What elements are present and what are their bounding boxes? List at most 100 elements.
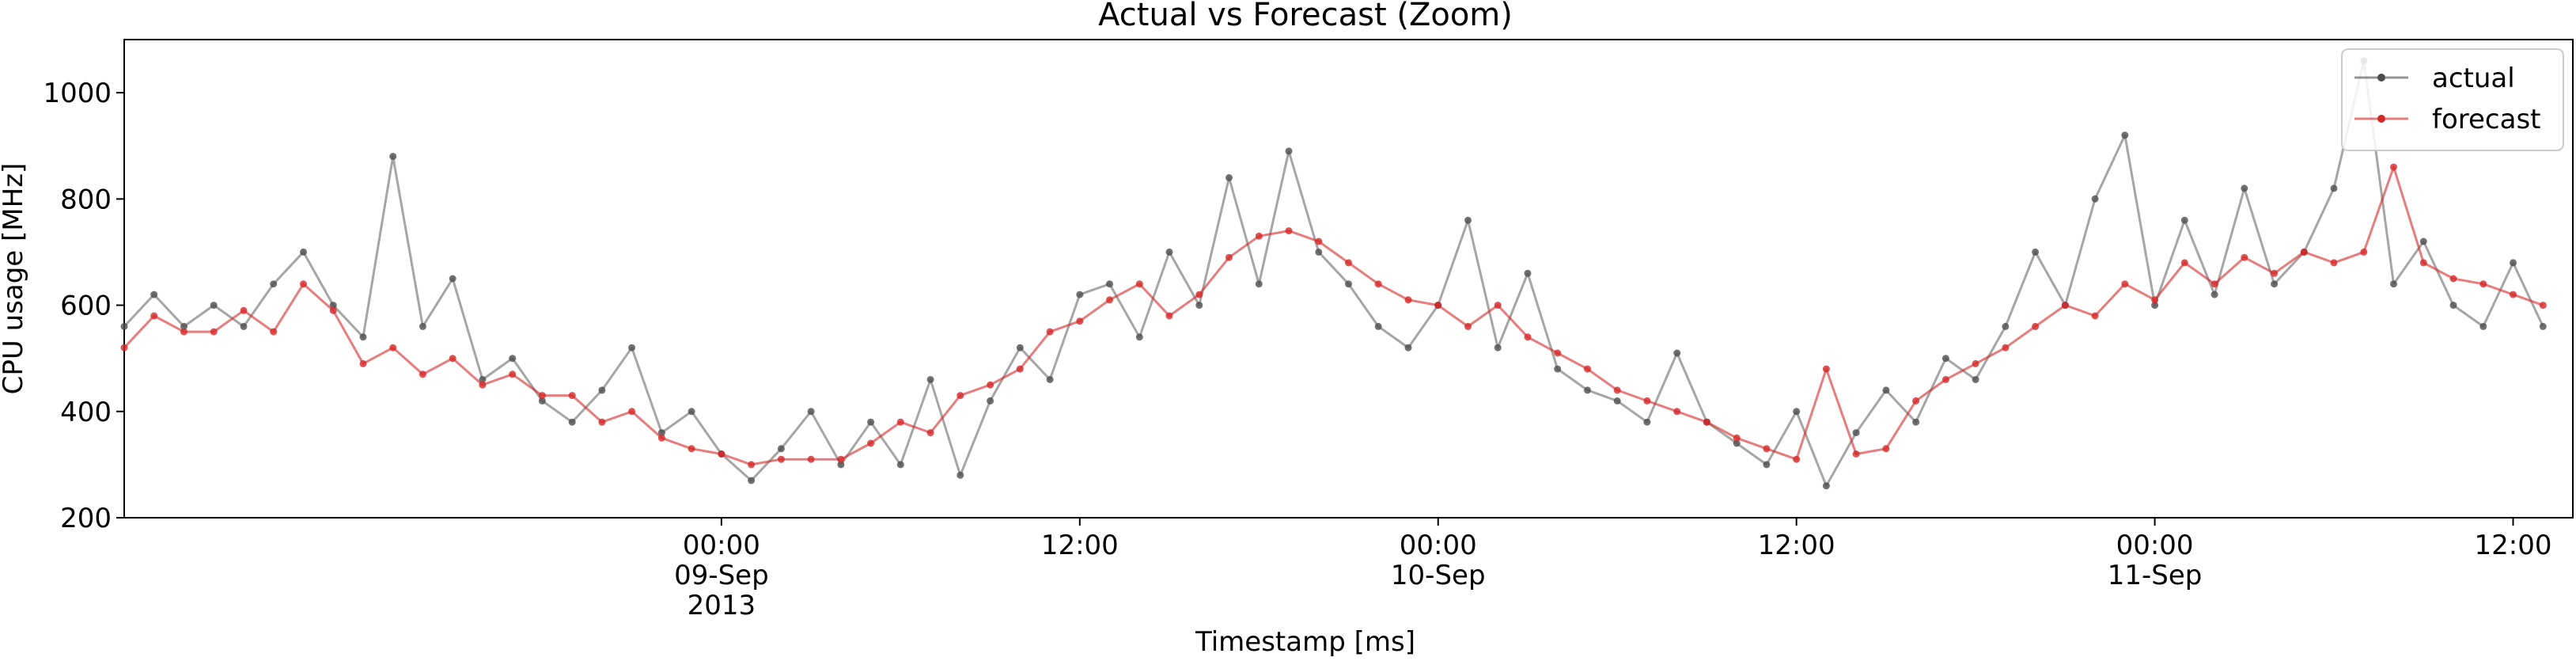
data-point-actual (2390, 280, 2397, 288)
data-point-actual (1554, 365, 1562, 373)
data-point-actual (807, 408, 815, 416)
data-point-actual (1076, 291, 1084, 298)
plot-area: 200 400 600 800 1000 00:00 09-Sep 2013 12:00 00:0… (43, 39, 2574, 621)
data-point-actual (2449, 302, 2457, 310)
data-point-forecast (1046, 328, 1054, 336)
data-point-forecast (837, 455, 845, 463)
y-axis-label: CPU usage [MHz] (0, 163, 29, 395)
data-point-forecast (300, 280, 307, 288)
data-point-actual (1315, 248, 1323, 256)
data-point-actual (657, 429, 665, 437)
data-point-actual (1016, 344, 1024, 351)
legend-marker (2377, 115, 2385, 123)
legend-entry-forecast: forecast (2354, 104, 2541, 135)
data-point-actual (2121, 131, 2129, 139)
data-point-actual (479, 376, 487, 383)
data-point-forecast (509, 370, 517, 378)
data-point-actual (2479, 322, 2487, 330)
x-tick-label: 12:00 (1041, 530, 1119, 561)
data-point-actual (2180, 216, 2188, 224)
x-tick-label: 12:00 (2475, 530, 2552, 561)
data-point-forecast (1822, 365, 1830, 373)
plot-frame (123, 39, 2574, 519)
data-point-forecast (867, 439, 875, 447)
x-tick-label: 00:00 10-Sep (1391, 530, 1486, 591)
data-point-forecast (957, 392, 964, 400)
data-point-forecast (2449, 275, 2457, 283)
data-point-actual (1404, 344, 1412, 351)
data-point-forecast (2479, 280, 2487, 288)
data-point-forecast (1135, 280, 1143, 288)
data-point-actual (2210, 291, 2218, 298)
data-point-forecast (2091, 312, 2099, 320)
y-tick-label: 1000 (43, 78, 112, 109)
data-point-forecast (479, 381, 487, 389)
data-point-forecast (1225, 253, 1233, 261)
data-point-forecast (240, 306, 248, 314)
data-point-actual (1046, 376, 1054, 383)
data-point-actual (867, 418, 875, 426)
data-point-actual (419, 322, 426, 330)
data-point-forecast (1763, 445, 1771, 453)
data-point-forecast (657, 434, 665, 442)
data-point-actual (1733, 439, 1741, 447)
data-point-actual (1882, 386, 1890, 394)
data-point-actual (2002, 322, 2010, 330)
data-point-actual (150, 291, 158, 298)
data-point-forecast (389, 344, 397, 351)
data-point-actual (210, 302, 218, 310)
data-point-forecast (449, 355, 456, 363)
data-point-forecast (2539, 302, 2547, 310)
data-point-actual (1255, 280, 1263, 288)
data-point-actual (957, 471, 964, 479)
x-tick-label: 00:00 11-Sep (2108, 530, 2203, 591)
data-point-forecast (2419, 259, 2427, 267)
data-point-actual (2091, 195, 2099, 203)
data-point-actual (1763, 461, 1771, 469)
data-point-forecast (1554, 349, 1562, 357)
data-point-forecast (2151, 296, 2159, 304)
y-tick-label: 200 (60, 503, 112, 534)
data-point-actual (1912, 418, 1920, 426)
data-point-forecast (359, 359, 367, 367)
data-point-forecast (1882, 445, 1890, 453)
data-point-forecast (2121, 280, 2129, 288)
data-point-actual (1106, 280, 1113, 288)
data-point-forecast (150, 312, 158, 320)
x-tick-label: 12:00 (1758, 530, 1835, 561)
data-point-actual (389, 153, 397, 161)
data-point-forecast (2360, 248, 2368, 256)
data-point-forecast (1106, 296, 1113, 304)
legend-label: forecast (2432, 104, 2541, 135)
data-point-actual (1494, 344, 1502, 351)
y-tick-label: 800 (60, 184, 112, 215)
legend-box (2341, 48, 2564, 151)
data-point-actual (509, 355, 517, 363)
y-tick-label: 400 (60, 397, 112, 428)
data-point-actual (987, 397, 994, 405)
data-point-actual (1225, 174, 1233, 181)
data-point-actual (2151, 302, 2159, 310)
data-point-actual (2330, 184, 2338, 192)
data-point-actual (1165, 248, 1173, 256)
data-point-forecast (2061, 302, 2069, 310)
data-point-forecast (2330, 259, 2338, 267)
series-line-actual (123, 59, 2544, 488)
data-point-actual (1285, 147, 1293, 155)
data-point-forecast (1494, 302, 1502, 310)
legend: actual forecast (2341, 48, 2564, 151)
data-point-actual (568, 418, 576, 426)
data-point-actual (240, 322, 248, 330)
chart-title: Actual vs Forecast (Zoom) (1098, 0, 1513, 33)
series-line-forecast (123, 165, 2544, 466)
data-point-actual (1643, 418, 1651, 426)
data-point-forecast (1255, 232, 1263, 240)
data-point-actual (926, 376, 934, 383)
data-point-forecast (1076, 317, 1084, 325)
data-point-actual (1793, 408, 1801, 416)
legend-entry-actual: actual (2354, 63, 2515, 94)
y-tick-label: 600 (60, 291, 112, 322)
data-point-actual (120, 322, 128, 330)
data-point-forecast (419, 370, 426, 378)
data-point-actual (777, 445, 785, 453)
